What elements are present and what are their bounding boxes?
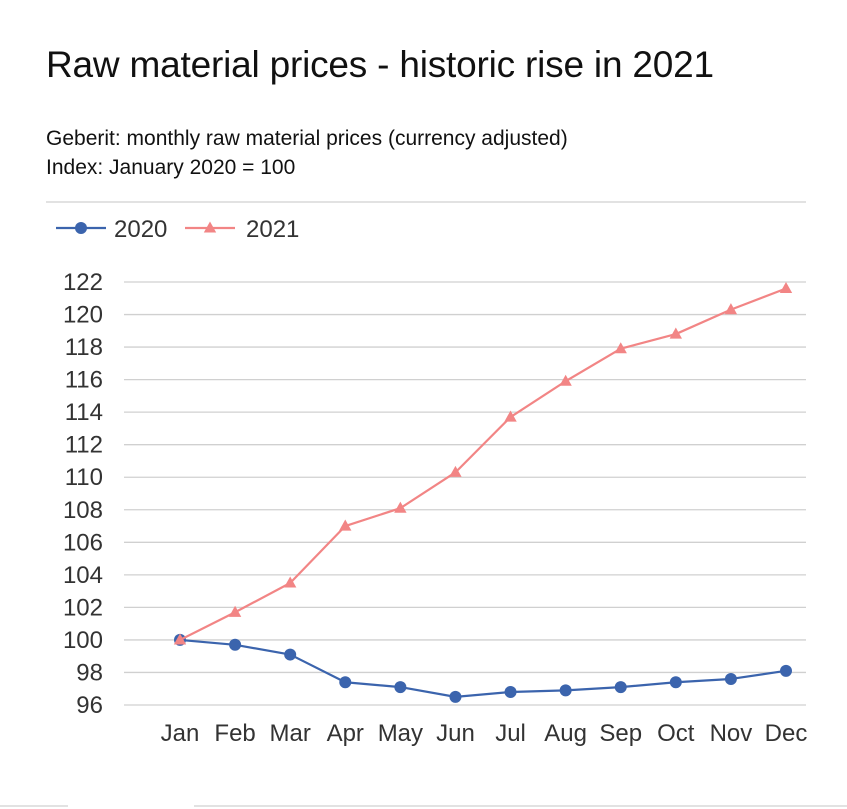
x-tick-label-mar: Mar (270, 720, 311, 747)
x-tick-label-aug: Aug (544, 720, 587, 747)
series-line-2020 (179, 638, 787, 698)
y-tick-label-98: 98 (76, 659, 103, 686)
legend: 2020 2021 (56, 216, 299, 243)
legend-marker-2021 (203, 221, 217, 233)
subtitle-line-index: Index: January 2020 = 100 (46, 156, 296, 179)
y-tick-label-104: 104 (63, 562, 103, 589)
data-point-2020-may (394, 681, 407, 694)
y-tick-label-108: 108 (63, 497, 103, 524)
series-layer (173, 282, 793, 703)
series-2020 (174, 633, 792, 703)
page-title: Raw material prices - historic rise in 2… (46, 44, 714, 85)
data-point-2021-jun (449, 465, 462, 477)
data-point-2021-oct (669, 327, 682, 339)
legend-item-2020: 2020 (56, 216, 167, 243)
legend-label-2020: 2020 (114, 216, 167, 243)
x-tick-label-jun: Jun (436, 720, 475, 747)
y-tick-label-96: 96 (76, 692, 103, 719)
data-point-2020-jul (504, 685, 517, 698)
x-tick-label-oct: Oct (657, 720, 695, 747)
data-point-2021-jan (173, 633, 187, 645)
data-point-2021-dec (779, 282, 793, 294)
y-tick-label-112: 112 (65, 432, 103, 459)
y-tick-label-118: 118 (65, 334, 103, 361)
data-point-2021-jul (504, 410, 517, 422)
x-tick-label-may: May (378, 720, 423, 747)
x-tick-label-dec: Dec (765, 720, 808, 747)
data-point-2020-apr (339, 676, 352, 689)
data-point-2020-nov (724, 672, 737, 685)
x-tick-label-nov: Nov (710, 720, 753, 747)
x-tick-label-sep: Sep (599, 720, 642, 747)
y-tick-label-116: 116 (65, 367, 103, 394)
y-tick-label-102: 102 (63, 594, 103, 621)
x-tick-label-jul: Jul (495, 720, 526, 747)
y-tick-label-100: 100 (63, 627, 103, 654)
data-point-2020-aug (559, 684, 572, 697)
subtitle-line-source: Geberit: monthly raw material prices (cu… (46, 127, 568, 150)
data-point-2021-feb (228, 605, 242, 617)
y-tick-label-110: 110 (65, 464, 103, 491)
data-point-2020-sep (614, 681, 627, 694)
data-point-2021-nov (724, 303, 738, 315)
y-axis-ticks: 96 98 100 102 104 106 108 110 112 114 116 118 120 122 (63, 269, 103, 719)
x-axis-ticks: Jan Feb Mar Apr May Jun Jul Aug Sep Oct Nov Dec (161, 720, 808, 747)
chart-subtitle: Geberit: monthly raw material prices (cu… (46, 124, 568, 182)
data-point-2021-aug (559, 374, 572, 386)
series-2021 (173, 282, 793, 645)
x-tick-label-feb: Feb (214, 720, 255, 747)
y-tick-label-122: 122 (63, 269, 103, 296)
series-line-2021 (179, 287, 787, 641)
data-point-2021-mar (284, 576, 297, 588)
grid-lines (124, 281, 806, 706)
legend-item-2021: 2021 (185, 216, 299, 243)
data-point-2021-may (394, 501, 407, 513)
legend-marker-2020 (75, 222, 87, 234)
y-tick-label-114: 114 (65, 399, 103, 426)
data-point-2020-oct (669, 676, 682, 689)
x-tick-label-apr: Apr (327, 720, 364, 747)
data-point-2021-sep (614, 342, 627, 354)
data-point-2020-dec (780, 664, 792, 677)
x-tick-label-jan: Jan (161, 720, 200, 747)
y-tick-label-106: 106 (63, 529, 103, 556)
y-tick-label-120: 120 (63, 302, 103, 329)
data-point-2021-apr (339, 519, 352, 531)
data-point-2020-jun (449, 690, 462, 703)
data-point-2020-mar (284, 648, 297, 661)
data-point-2020-feb (229, 638, 242, 651)
legend-label-2021: 2021 (246, 216, 299, 243)
